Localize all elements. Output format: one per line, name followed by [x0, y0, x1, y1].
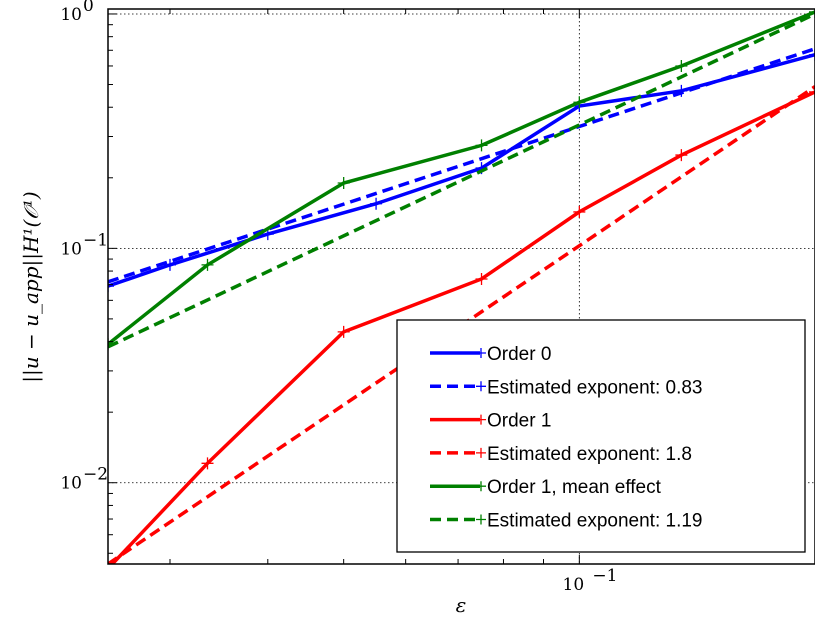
legend-label-0: Order 0 — [487, 344, 551, 365]
legend-label-5: Estimated exponent: 1.19 — [487, 511, 702, 532]
data-point-marker — [809, 48, 815, 61]
data-point-marker — [108, 280, 114, 293]
data-point-marker — [809, 9, 815, 18]
legend-label-1: Estimated exponent: 0.83 — [487, 377, 702, 398]
x-tick-label: 10 — [563, 575, 585, 595]
data-point-marker — [675, 59, 688, 72]
series-line-0 — [108, 53, 815, 288]
data-point-marker — [163, 258, 176, 271]
legend-label-3: Estimated exponent: 1.8 — [487, 444, 692, 465]
y-tick-exponent: 0 — [83, 0, 94, 16]
x-axis-label: ε — [456, 593, 467, 617]
y-tick-label: 10 — [60, 474, 82, 494]
legend: Order 0 Estimated exponent: 0.83 Order 1 Es… — [396, 319, 806, 553]
x-tick-exponent: −1 — [592, 566, 617, 586]
data-point-marker — [675, 84, 688, 97]
plot-frame — [107, 8, 815, 565]
data-point-marker — [809, 85, 815, 98]
legend-marker — [476, 414, 486, 425]
data-point-marker — [337, 177, 350, 190]
data-point-marker — [201, 457, 214, 470]
legend-box — [396, 319, 806, 553]
axis-ticks: 10 −110 010 −110 −2 — [60, 0, 617, 595]
data-point-marker — [475, 139, 488, 152]
y-tick-label: 10 — [60, 5, 82, 25]
legend-marker — [476, 348, 486, 358]
y-axis-label: ||u − u_app||H¹(𝒪¹) — [19, 191, 44, 382]
legend-label-4: Order 1, mean effect — [487, 477, 662, 498]
data-point-marker — [337, 325, 350, 338]
series-line-5 — [108, 12, 815, 349]
legend-label-2: Order 1 — [487, 411, 551, 432]
legend-marker — [476, 481, 486, 492]
legend-marker — [476, 381, 486, 392]
series-lines — [108, 9, 815, 564]
series-line-1 — [108, 47, 815, 284]
data-point-marker — [675, 149, 688, 162]
data-point-marker — [573, 96, 586, 109]
y-tick-label: 10 — [60, 239, 82, 259]
y-tick-exponent: −1 — [83, 230, 108, 250]
data-point-marker — [475, 272, 488, 285]
data-point-marker — [370, 197, 383, 210]
data-point-marker — [573, 205, 586, 218]
data-point-marker — [201, 258, 214, 271]
y-tick-exponent: −2 — [83, 465, 108, 485]
legend-marker — [476, 447, 486, 458]
svg-text:||u − u_app||H¹(𝒪¹): ||u − u_app||H¹(𝒪¹) — [19, 191, 44, 382]
legend-marker — [476, 514, 486, 525]
